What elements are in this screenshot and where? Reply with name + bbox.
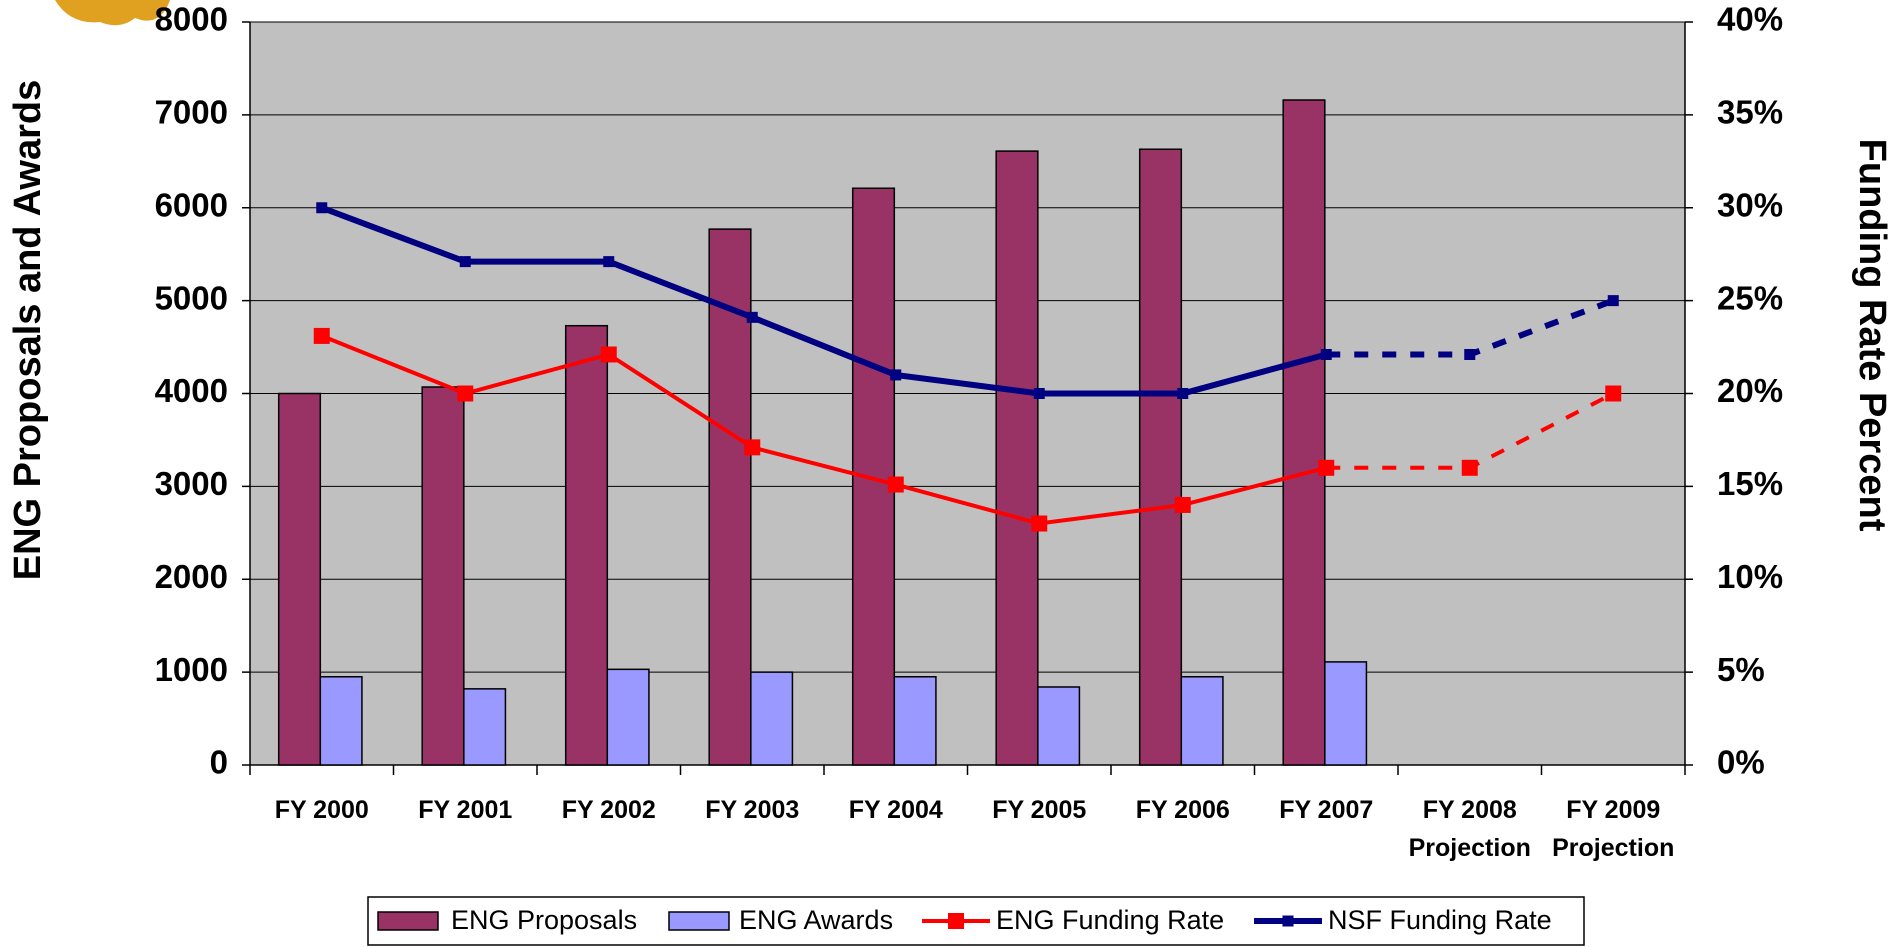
x-tick-label: FY 2002 (561, 796, 656, 824)
legend-label: ENG Awards (739, 905, 893, 935)
x-tick-label: FY 2004 (848, 796, 943, 824)
legend-marker (948, 913, 964, 929)
bar (606, 668, 650, 766)
x-tick-label: FY 2008 Projection (1408, 796, 1531, 862)
x-tick-label: FY 2001 (418, 796, 513, 824)
line-marker (1033, 388, 1045, 399)
x-tick-label: FY 2000 (274, 796, 369, 824)
line-marker (313, 327, 330, 344)
bar (421, 386, 465, 766)
line-marker (744, 439, 761, 456)
line-marker (1605, 385, 1622, 402)
y2-axis-title: Funding Rate Percent (1851, 139, 1893, 532)
line-marker (459, 256, 471, 268)
x-tick-label: FY 2007 (1279, 796, 1374, 824)
y-axis-title: ENG Proposals and Awards (7, 80, 49, 580)
line-marker (600, 346, 617, 363)
y2-tick-label: 20% (1717, 372, 1783, 409)
y-tick-label: 7000 (155, 94, 228, 131)
line-marker (887, 476, 904, 493)
line-marker (1320, 348, 1332, 360)
line-marker (890, 369, 902, 381)
line-marker (1607, 295, 1619, 307)
x-tick-label: FY 2003 (705, 796, 800, 824)
y2-tick-label: 5% (1717, 651, 1765, 688)
y2-tick-label: 35% (1717, 94, 1783, 131)
x-tick-label: FY 2009 Projection (1552, 796, 1675, 862)
y2-tick-label: 15% (1717, 465, 1783, 502)
bar (1324, 661, 1368, 766)
legend-box (367, 896, 1585, 946)
logo-fragment (55, 0, 170, 26)
bar (277, 392, 322, 766)
bar (750, 671, 794, 766)
bar (1037, 686, 1081, 766)
legend-marker (1282, 915, 1294, 927)
legend-label: ENG Funding Rate (996, 905, 1224, 935)
bar (463, 688, 507, 766)
line-series (320, 204, 1328, 397)
legend-label: NSF Funding Rate (1328, 905, 1552, 935)
line-marker (1461, 459, 1478, 476)
legend-swatch (377, 911, 439, 931)
bar (1180, 676, 1224, 766)
bar (893, 676, 937, 766)
line-marker (316, 202, 328, 214)
line-marker (1031, 515, 1048, 532)
y-tick-label: 8000 (155, 1, 228, 38)
bar (564, 324, 609, 766)
y-tick-label: 6000 (155, 186, 228, 223)
line-marker (746, 311, 758, 323)
bar (708, 228, 752, 766)
legend-label: ENG Proposals (451, 905, 637, 935)
x-tick-label: FY 2006 (1135, 796, 1230, 824)
line-marker (603, 256, 615, 268)
legend-swatch (668, 911, 730, 931)
line-series (321, 334, 1327, 526)
y2-tick-label: 25% (1717, 279, 1783, 316)
y-tick-label: 4000 (155, 372, 228, 409)
y2-tick-label: 10% (1717, 558, 1783, 595)
bar (995, 150, 1039, 766)
y2-tick-label: 40% (1717, 1, 1783, 38)
y-tick-label: 5000 (155, 279, 228, 316)
y2-tick-label: 30% (1717, 186, 1783, 223)
y-tick-label: 0 (210, 744, 228, 781)
line-marker (1464, 348, 1476, 360)
y2-tick-label: 0% (1717, 744, 1765, 781)
line-marker (1174, 496, 1191, 513)
bar (319, 676, 363, 766)
y-tick-label: 2000 (155, 558, 228, 595)
x-tick-label: FY 2005 (992, 796, 1087, 824)
y-tick-label: 3000 (155, 465, 228, 502)
line-marker (1318, 459, 1335, 476)
bar (1138, 148, 1183, 766)
line-marker (457, 385, 474, 402)
y-tick-label: 1000 (155, 651, 228, 688)
line-marker (1177, 388, 1189, 399)
bar (1282, 99, 1326, 766)
